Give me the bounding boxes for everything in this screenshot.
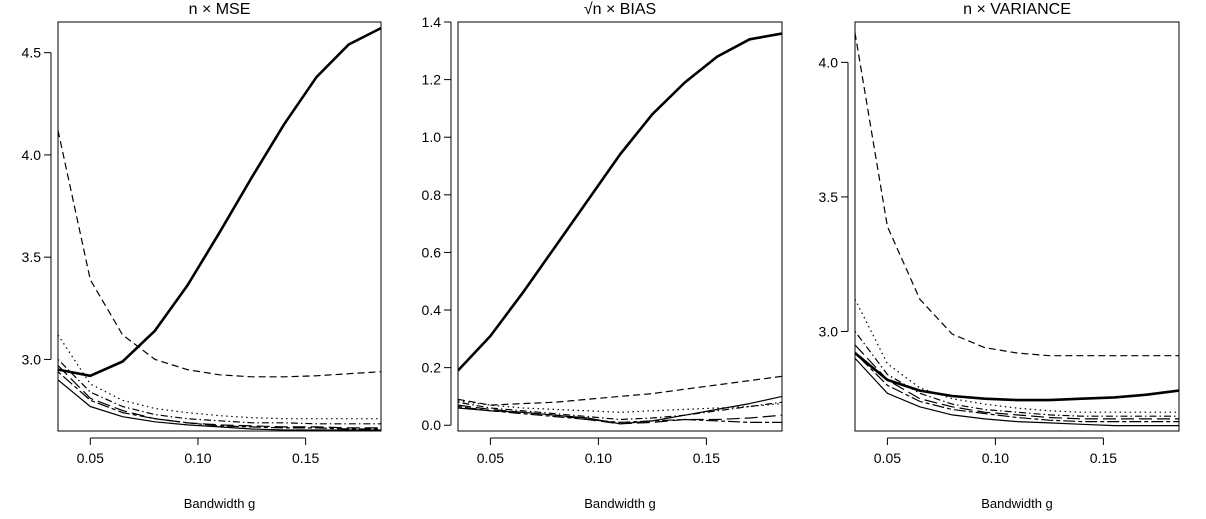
x-axis-label: Bandwidth g	[584, 496, 656, 511]
panel-2: √n × BIAS 0.05 0.10 0.15 Bandwidth g 0.0 0.2 0.…	[422, 1, 783, 511]
panel-1: n × MSE 0.05 0.10 0.15 Bandwidth g 3.0 3.5 4.0 4…	[22, 1, 382, 511]
chart-title: n × VARIANCE	[963, 1, 1071, 18]
series-line-5	[458, 404, 782, 425]
series-line-2	[58, 130, 381, 378]
series-line-6	[855, 357, 1179, 427]
series-line-1	[458, 32, 782, 372]
series-line-4	[58, 358, 381, 425]
y-tick-label: 0.6	[422, 244, 442, 260]
series-group	[58, 26, 381, 431]
series-line-6	[58, 371, 381, 430]
x-axis-label: Bandwidth g	[184, 496, 256, 511]
x-tick-label: 0.15	[693, 450, 720, 466]
series-line-4	[458, 401, 782, 421]
series-line-2	[458, 375, 782, 406]
series-line-4	[855, 344, 1179, 420]
y-tick-label: 4.0	[22, 147, 42, 163]
series-line-1	[855, 32, 1179, 357]
x-axis-label: Bandwidth g	[981, 496, 1053, 511]
y-tick-label: 1.4	[422, 14, 442, 30]
series-line-3	[855, 331, 1179, 417]
series-line-2	[855, 298, 1179, 413]
y-tick-label: 4.5	[22, 45, 42, 61]
series-line-7	[855, 351, 1179, 402]
x-tick-label: 0.10	[982, 450, 1009, 466]
series-group	[855, 32, 1179, 427]
y-tick-label: 0.2	[422, 360, 442, 376]
panel-3: n × VARIANCE 0.05 0.10 0.15 Bandwidth g 3.0 3.…	[819, 1, 1180, 511]
y-tick-label: 3.5	[22, 249, 42, 265]
y-tick-label: 1.0	[422, 129, 442, 145]
x-tick-label: 0.05	[874, 450, 901, 466]
plot-frame	[457, 21, 783, 432]
y-tick-label: 0.0	[422, 417, 442, 433]
y-tick-label: 4.0	[819, 54, 839, 70]
series-line-3	[58, 334, 381, 420]
series-line-1	[58, 26, 381, 378]
x-tick-label: 0.05	[477, 450, 504, 466]
series-line-5	[855, 352, 1179, 423]
x-tick-label: 0.15	[292, 450, 319, 466]
y-tick-label: 1.2	[422, 72, 442, 88]
plot-frame	[57, 21, 382, 432]
y-tick-label: 3.0	[819, 323, 839, 339]
x-tick-label: 0.05	[77, 450, 104, 466]
y-tick-label: 3.5	[819, 189, 839, 205]
x-tick-label: 0.15	[1090, 450, 1117, 466]
chart-title: √n × BIAS	[584, 1, 656, 18]
series-group	[458, 32, 782, 425]
series-line-7	[58, 379, 381, 431]
chart-title: n × MSE	[189, 1, 251, 18]
series-line-6	[458, 405, 782, 423]
x-tick-label: 0.10	[585, 450, 612, 466]
plot-frame	[854, 21, 1180, 432]
series-line-7	[458, 395, 782, 425]
x-tick-label: 0.10	[184, 450, 211, 466]
y-tick-label: 0.4	[422, 302, 442, 318]
y-tick-label: 3.0	[22, 351, 42, 367]
y-tick-label: 0.8	[422, 187, 442, 203]
